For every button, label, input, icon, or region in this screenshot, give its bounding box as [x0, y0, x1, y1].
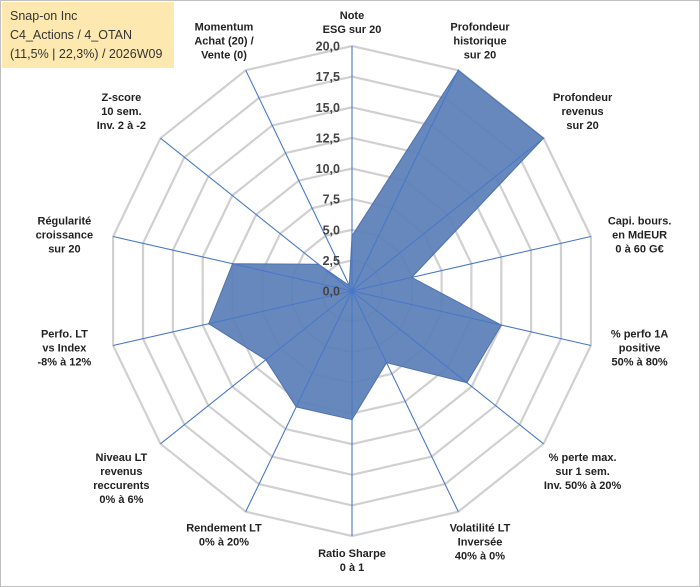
spoke-11: [112, 235, 353, 292]
axis-label-7: Ratio Sharpe 0 à 1: [318, 548, 386, 574]
axis-label-line: Momentum: [195, 21, 254, 33]
series-area: [208, 69, 545, 421]
axis-label-line: vs Index: [42, 343, 87, 355]
axis-label-3: Capi. bours. en MdEUR 0 à 60 G€: [608, 215, 672, 255]
axis-label-line: positive: [619, 343, 661, 355]
axis-label-line: 10 sem.: [101, 106, 141, 118]
tick-label-5: 12,5: [316, 131, 340, 145]
spoke-4: [351, 290, 592, 347]
tick-label-1: 2,5: [323, 254, 340, 268]
axis-label-line: revenus: [561, 106, 603, 118]
tick-label-0: 0,0: [323, 285, 340, 299]
axis-label-line: ESG sur 20: [323, 24, 382, 36]
axis-label-line: sur 1 sem.: [555, 466, 609, 478]
tick-label-6: 15,0: [316, 101, 340, 115]
axis-label-line: Inv. 2 à -2: [97, 120, 146, 132]
axis-label-line: Vente (0): [201, 49, 247, 61]
radar-tick-labels: 0,0 2,5 5,0 7,5 10,0 12,5 15,0 17,5 20,0: [316, 40, 340, 299]
axis-label-line: % perte max.: [549, 452, 617, 464]
axis-label-line: Inversée: [458, 537, 503, 549]
axis-label-line: Régularité: [38, 215, 92, 227]
axis-label-line: sur 20: [566, 120, 598, 132]
axis-label-line: historique: [453, 35, 506, 47]
info-company: Snap-on Inc: [10, 9, 78, 23]
axis-label-2: Profondeur revenus sur 20: [553, 92, 613, 132]
axis-label-line: -8% à 12%: [37, 357, 91, 369]
axis-label-line: 0% à 6%: [99, 494, 143, 506]
tick-label-4: 10,0: [316, 162, 340, 176]
axis-label-line: Achat (20) /: [194, 35, 253, 47]
tick-label-3: 7,5: [323, 193, 340, 207]
axis-label-8: Rendement LT 0% à 20%: [186, 523, 262, 549]
info-stats: (11,5% | 22,3%) / 2026W09: [10, 47, 163, 61]
axis-label-10: Perfo. LT vs Index -8% à 12%: [37, 329, 91, 369]
spoke-2: [351, 137, 544, 292]
axis-label-line: 0 à 1: [340, 562, 364, 574]
spoke-1: [351, 70, 459, 292]
radar-spokes: [112, 46, 592, 536]
axis-label-line: 0 à 60 G€: [615, 243, 663, 255]
axis-label-line: 50% à 80%: [611, 357, 667, 369]
spoke-13: [245, 70, 353, 292]
axis-label-line: Perfo. LT: [41, 329, 88, 341]
axis-label-line: 0% à 20%: [199, 537, 249, 549]
axis-label-9: Niveau LT revenus reccurents 0% à 6%: [93, 452, 149, 506]
radar-axis-labels: Note ESG sur 20 Profondeur historique sur 20…: [36, 10, 672, 574]
info-box: Snap-on Inc C4_Actions / 4_OTAN (11,5% |…: [2, 2, 174, 68]
axis-label-line: Rendement LT: [186, 523, 262, 535]
spoke-3: [351, 235, 592, 292]
spoke-12: [160, 137, 353, 292]
axis-label-0: Note ESG sur 20: [323, 10, 382, 36]
spoke-10: [112, 290, 353, 347]
axis-label-line: reccurents: [93, 480, 149, 492]
tick-label-7: 17,5: [316, 70, 340, 84]
info-category: C4_Actions / 4_OTAN: [10, 28, 133, 42]
axis-label-12: Z-score 10 sem. Inv. 2 à -2: [97, 92, 146, 132]
axis-label-line: Profondeur: [450, 21, 510, 33]
axis-label-line: Capi. bours.: [608, 215, 672, 227]
axis-label-11: Régularité croissance sur 20: [36, 215, 93, 255]
axis-label-line: sur 20: [464, 49, 496, 61]
axis-label-line: Niveau LT: [96, 452, 148, 464]
axis-label-line: Inv. 50% à 20%: [544, 480, 622, 492]
axis-label-line: Ratio Sharpe: [318, 548, 386, 560]
axis-label-line: Note: [340, 10, 364, 22]
spoke-8: [245, 290, 353, 512]
axis-label-1: Profondeur historique sur 20: [450, 21, 510, 61]
axis-label-5: % perte max. sur 1 sem. Inv. 50% à 20%: [544, 452, 622, 492]
axis-label-line: Profondeur: [553, 92, 613, 104]
axis-label-line: sur 20: [48, 243, 80, 255]
spoke-6: [351, 290, 459, 512]
axis-label-line: revenus: [100, 466, 142, 478]
axis-label-line: Volatilité LT: [450, 523, 511, 535]
axis-label-4: % perfo 1A positive 50% à 80%: [611, 329, 669, 369]
axis-label-line: croissance: [36, 229, 93, 241]
tick-label-8: 20,0: [316, 40, 340, 54]
axis-label-6: Volatilité LT Inversée 40% à 0%: [450, 523, 511, 563]
axis-label-line: 40% à 0%: [455, 551, 505, 563]
axis-label-13: Momentum Achat (20) / Vente (0): [194, 21, 253, 61]
tick-label-2: 5,0: [323, 223, 340, 237]
spoke-5: [351, 290, 544, 445]
spoke-9: [160, 290, 353, 445]
axis-label-line: % perfo 1A: [611, 329, 669, 341]
axis-label-line: en MdEUR: [612, 229, 667, 241]
axis-label-line: Z-score: [102, 92, 142, 104]
